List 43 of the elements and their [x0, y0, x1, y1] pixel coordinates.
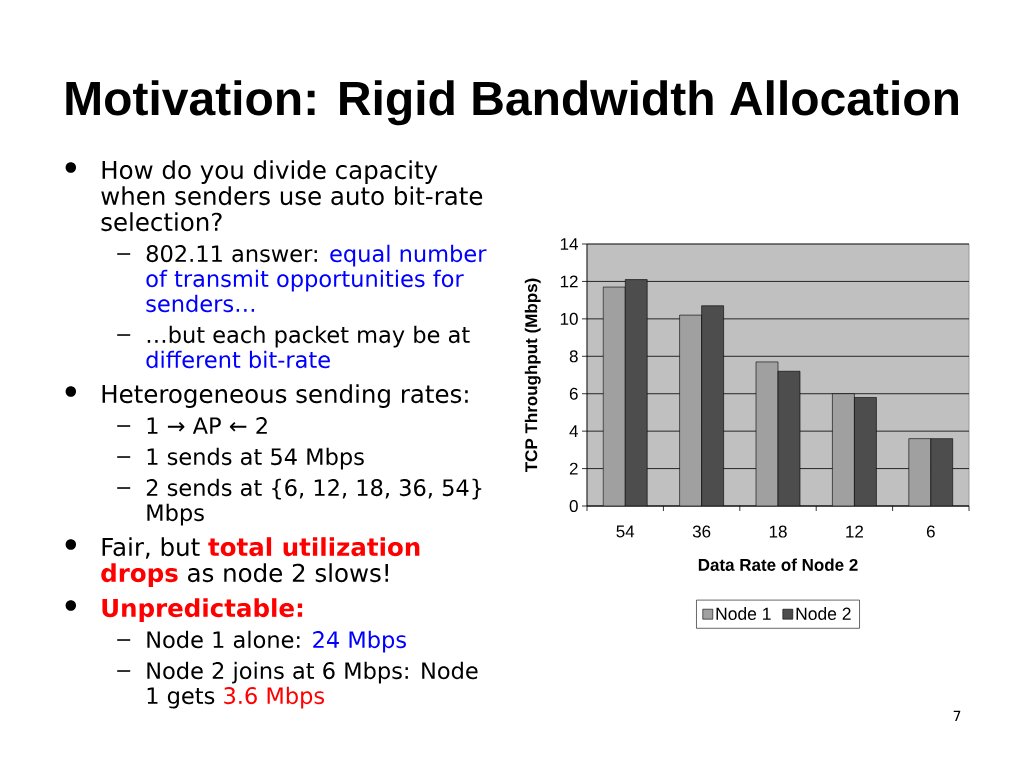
- text: •: [65, 600, 77, 611]
- x-tick-label: 18: [769, 525, 787, 538]
- y-tick-label: 8: [569, 350, 578, 363]
- text: Fair, but: [102, 537, 200, 559]
- legend-label: Node 1: [716, 607, 771, 620]
- x-tick-label: 54: [616, 525, 635, 538]
- text: •: [65, 162, 77, 173]
- y-tick-label: 2: [569, 462, 578, 475]
- text: Heterogeneous sending rates:: [102, 384, 468, 408]
- text: equal number: [330, 244, 487, 267]
- text: Node 2 joins at 6 Mbps: Node: [147, 661, 478, 684]
- y-tick-label: 12: [560, 275, 578, 288]
- x-tick-label: 36: [692, 525, 711, 538]
- legend-label: Node 2: [796, 607, 851, 620]
- text: 1 → AP ← 2: [147, 417, 267, 434]
- x-tick-label: 6: [926, 525, 935, 538]
- text: 1 gets: [147, 687, 215, 709]
- x-axis-title: Data Rate of Node 2: [698, 558, 858, 571]
- y-tick-label: 14: [560, 238, 578, 250]
- text: •: [65, 386, 77, 397]
- text: •: [65, 539, 77, 550]
- text: drops: [101, 563, 178, 587]
- text: Node 1 alone:: [147, 630, 300, 649]
- y-tick-label: 10: [560, 312, 578, 325]
- y-tick-label: 4: [569, 425, 578, 437]
- y-axis-title: TCP Throughput (Mbps): [524, 278, 541, 473]
- y-tick-label: 0: [569, 499, 578, 513]
- text: as node 2 slows!: [188, 563, 388, 583]
- chart-title: Motivation: Rigid Bandwidth Allocation: [66, 80, 958, 126]
- text: of transmit opportunities for senders…: [146, 269, 464, 313]
- text: different bit-rate: [146, 350, 330, 369]
- text: 3.6 Mbps: [224, 686, 325, 709]
- text: 1 sends at 54 Mbps: [147, 447, 364, 470]
- text: 24 Mbps: [313, 630, 406, 653]
- text: total utilization: [208, 537, 420, 557]
- x-tick-label: 12: [846, 525, 863, 538]
- text: 802.11 answer:: [146, 245, 317, 263]
- text: How do you divide capacity when senders use auto bit-rate selection?: [101, 160, 483, 232]
- text: Unpredictable:: [102, 598, 303, 622]
- text: …but each packet may be at: [147, 325, 470, 348]
- text: 7: [953, 710, 961, 722]
- text: 2 sends at {6, 12, 18, 36, 54} Mbps: [146, 478, 482, 526]
- y-tick-label: 6: [569, 387, 578, 400]
